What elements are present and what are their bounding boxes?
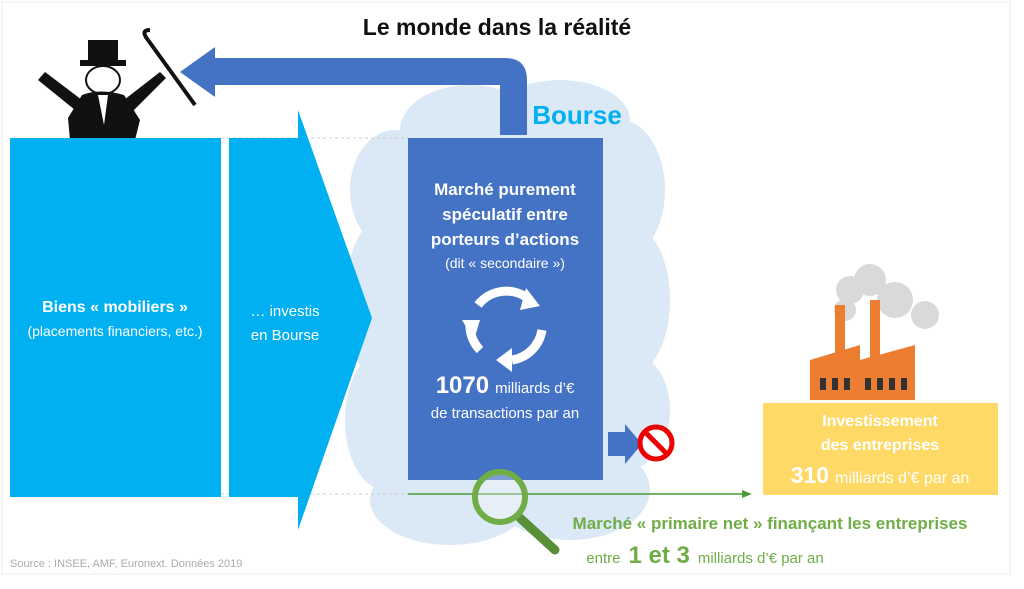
- primary-amount: entre 1 et 3 milliards d’€ par an: [586, 542, 823, 569]
- unit: milliards d’€ par an: [698, 550, 824, 567]
- cycle-arrowheads: [462, 288, 540, 372]
- investment-amount: 310 milliards d’€ par an: [791, 462, 970, 488]
- invest-label: … investis: [250, 303, 319, 320]
- unit: milliards d’€ par an: [835, 470, 969, 487]
- title: Le monde dans la réalité: [363, 14, 631, 40]
- return-arrow: [180, 47, 527, 135]
- bourse-label: Bourse: [532, 100, 622, 130]
- investment-box: [763, 403, 998, 495]
- investment-text: des entreprises: [821, 437, 939, 454]
- secondary-market-box: [408, 138, 603, 480]
- assets-box: [10, 138, 221, 497]
- market-text: porteurs d’actions: [431, 230, 579, 249]
- frame: [1, 1, 1011, 575]
- primary-flow-head: [742, 490, 752, 498]
- market-text: spéculatif entre: [442, 205, 568, 224]
- prefix: entre: [586, 550, 620, 567]
- primary-title: Marché « primaire net » finançant les en…: [573, 514, 968, 533]
- factory-icon: [810, 264, 939, 400]
- source: Source : INSEE, AMF, Euronext. Données 2…: [10, 558, 242, 570]
- invest-label: en Bourse: [251, 327, 319, 344]
- magnifier: [472, 469, 528, 525]
- investor-icon: [38, 28, 197, 140]
- forbidden-icon: [643, 430, 669, 456]
- amount: 1 et 3: [628, 542, 689, 569]
- amount: 310: [791, 462, 829, 488]
- magnifier-handle: [515, 513, 560, 555]
- market-text: de transactions par an: [431, 405, 579, 422]
- market-text: (dit « secondaire »): [445, 255, 565, 271]
- invest-arrow: [229, 110, 372, 530]
- market-text: Marché purement: [434, 180, 576, 199]
- assets-subtitle: (placements financiers, etc.): [27, 323, 202, 339]
- unit: milliards d’€: [495, 380, 575, 397]
- investment-text: Investissement: [822, 413, 938, 430]
- assets-title: Biens « mobiliers »: [42, 299, 188, 316]
- blocked-arrow: [608, 424, 642, 464]
- amount: 1070: [436, 372, 489, 399]
- market-amount: 1070 milliards d’€: [436, 372, 575, 399]
